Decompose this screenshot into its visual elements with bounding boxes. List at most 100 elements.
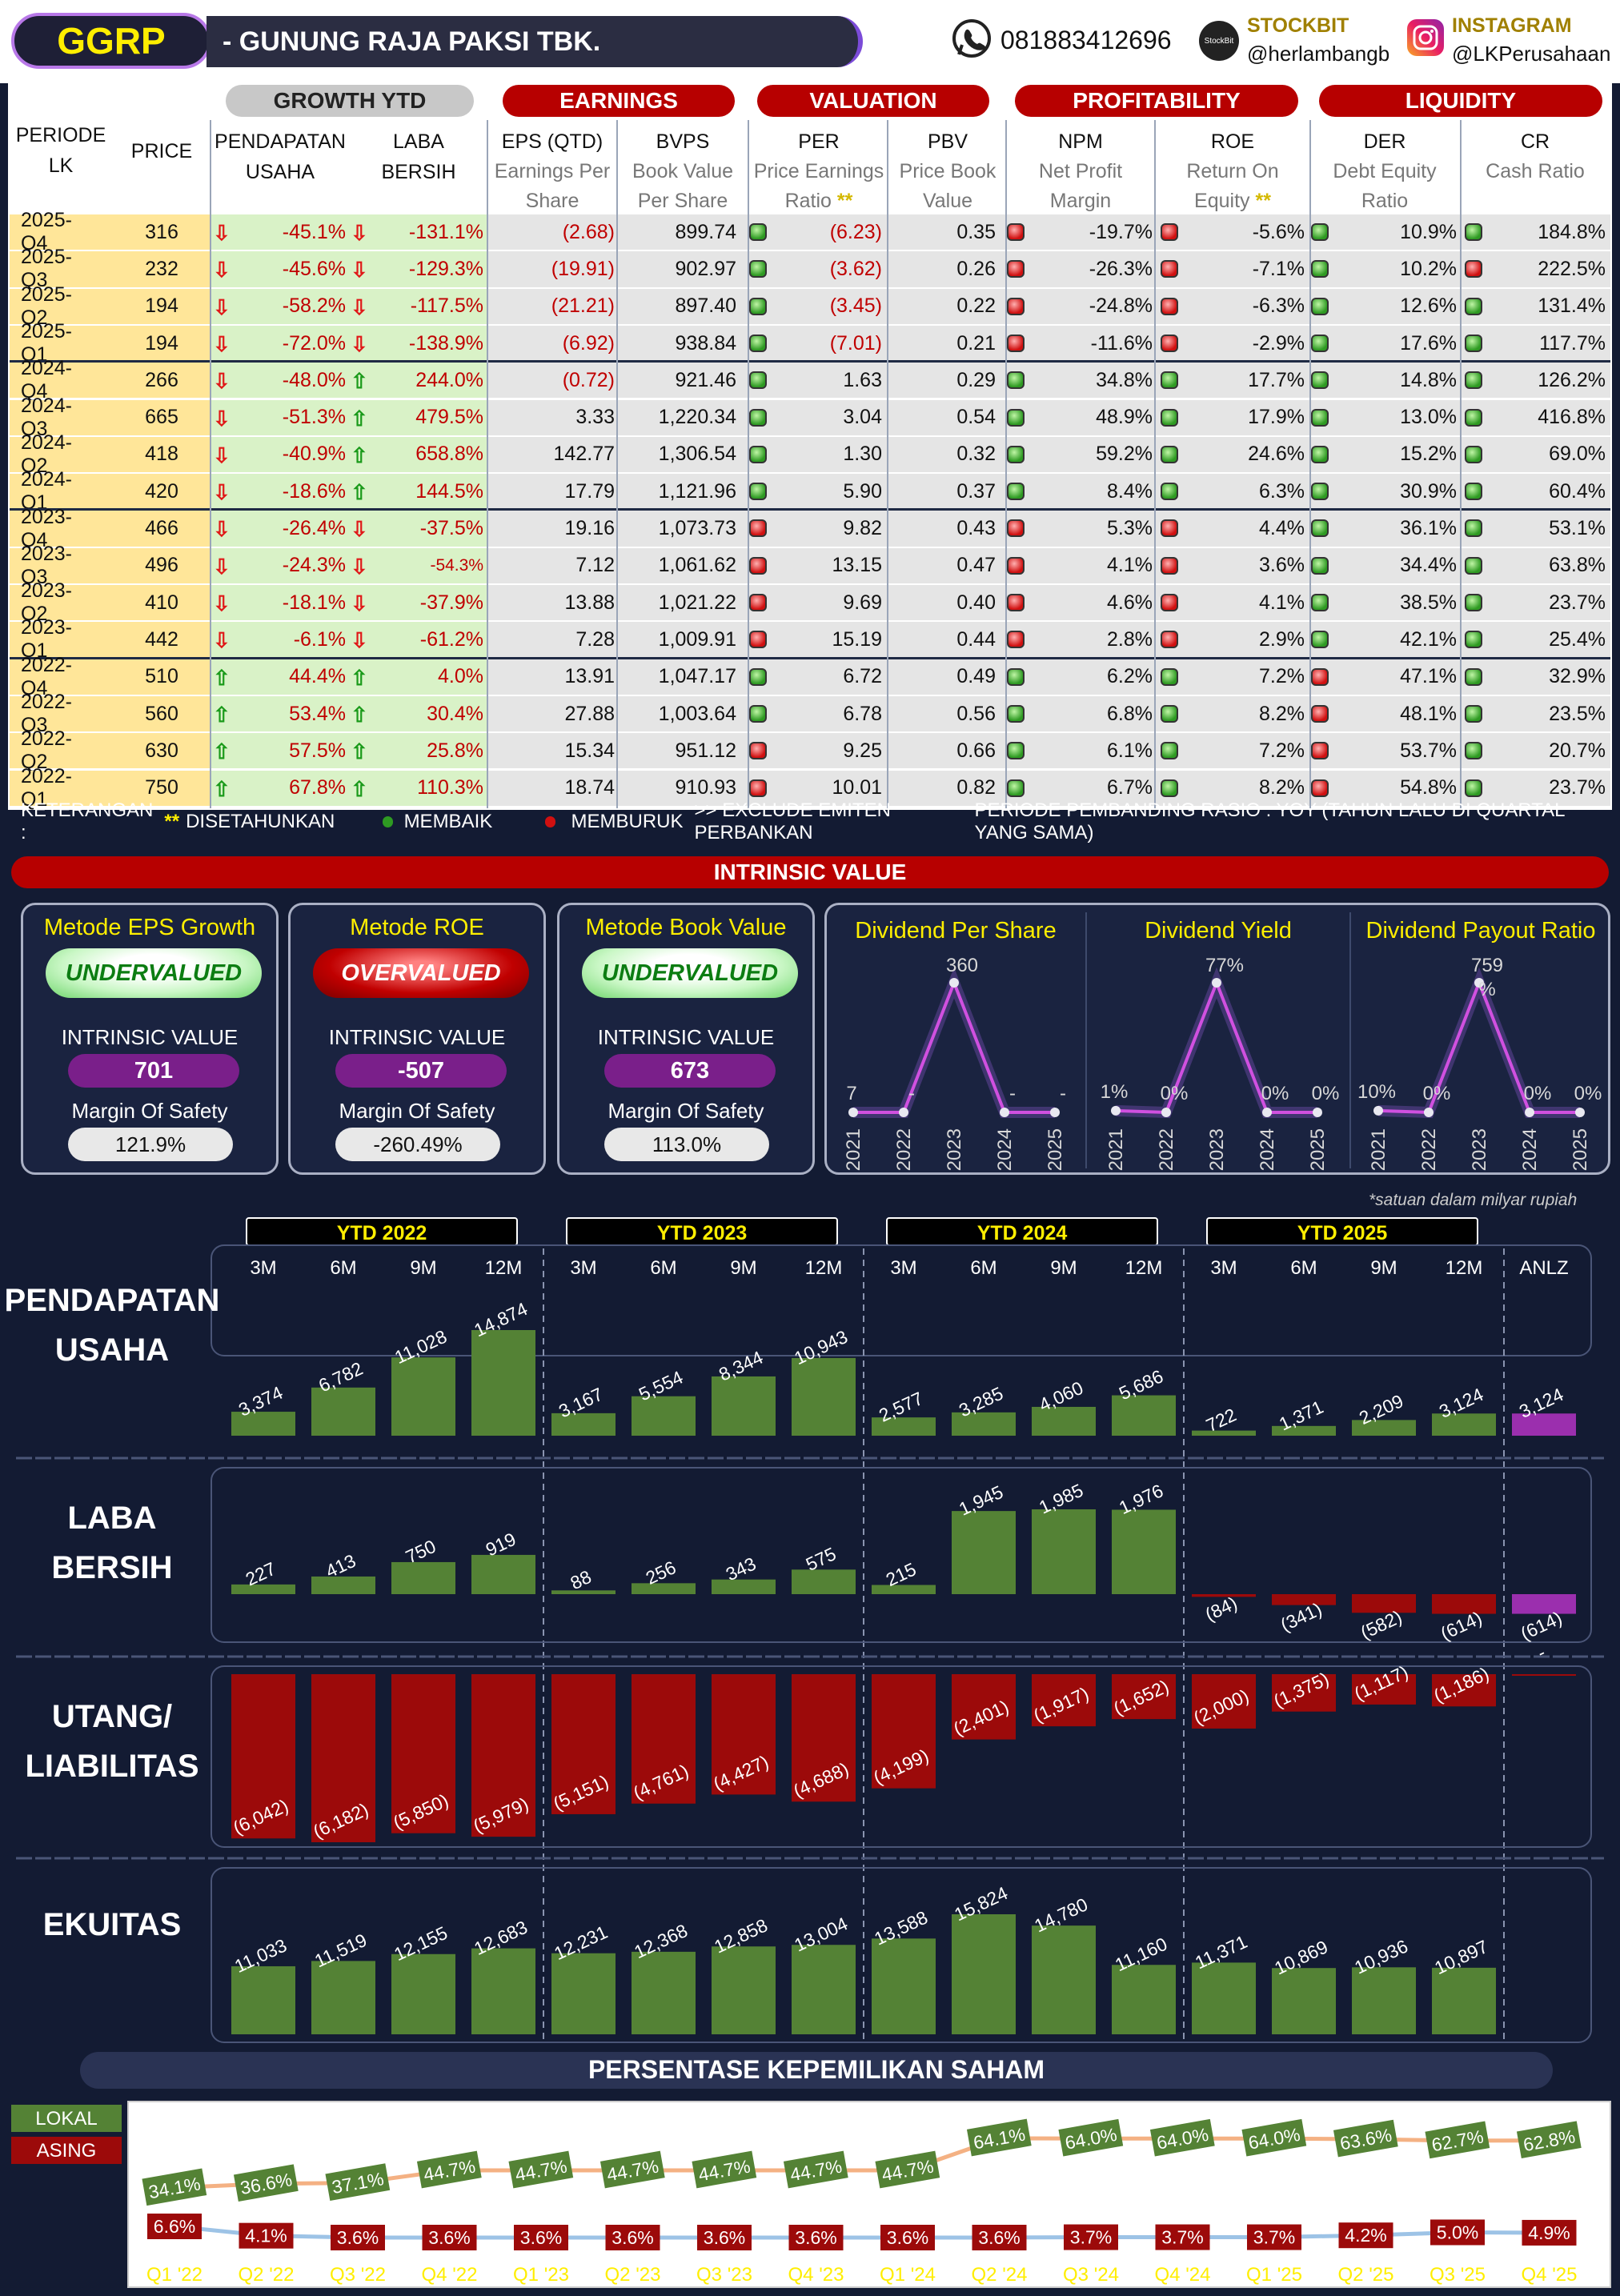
arrow-up-icon: ⇧ (351, 702, 368, 727)
revenue-growth-cell: -48.0% (282, 368, 346, 391)
quarter-label: Q3 '25 (1430, 2264, 1486, 2286)
lokal-data-box (783, 2150, 848, 2189)
asing-data-box (1338, 2222, 1393, 2249)
dividend-point (1050, 1108, 1060, 1117)
dividend-point (1161, 1108, 1171, 1117)
der-cell: 10.2% (1400, 257, 1457, 280)
cr-cell: 416.8% (1538, 406, 1606, 429)
price-cell: 316 (145, 220, 178, 243)
dividend-year-label: 2024 (994, 1128, 1016, 1171)
bar (1432, 1674, 1496, 1707)
status-good-icon (1007, 742, 1025, 760)
row-bg-period (10, 251, 210, 287)
bvps-cell: 1,003.64 (658, 702, 736, 725)
status-bad-icon (1007, 223, 1025, 241)
asing-line (174, 2224, 1550, 2240)
row-bg-ratios (488, 214, 1610, 250)
status-bad-icon (1161, 556, 1178, 575)
price-cell: 750 (145, 776, 178, 799)
dividend-data-label: 0% (1261, 1083, 1289, 1104)
der-cell: 17.6% (1400, 331, 1457, 355)
cr-cell: 23.5% (1549, 702, 1606, 725)
revenue-growth-cell: -72.0% (282, 331, 346, 355)
der-cell: 34.4% (1400, 554, 1457, 577)
npm-cell: -19.7% (1089, 220, 1153, 243)
status-good-icon (749, 483, 767, 501)
arrow-up-icon: ⇧ (213, 665, 231, 690)
pbv-cell: 0.21 (956, 331, 996, 355)
status-bad-icon (1161, 519, 1178, 538)
legend-stars: ** (164, 811, 180, 832)
status-good-icon (749, 408, 767, 427)
cr-cell: 117.7% (1539, 331, 1606, 355)
asing-data-label: 4.9% (1528, 2222, 1570, 2243)
company-name: - GUNUNG RAJA PAKSI TBK. (207, 16, 863, 67)
asing-data-box (1247, 2224, 1301, 2250)
bar (792, 1945, 856, 2034)
status-bad-icon (1161, 631, 1178, 649)
period-column-label: 9M (410, 1257, 436, 1279)
bar (1352, 1594, 1416, 1613)
roe-cell: 6.3% (1259, 479, 1305, 503)
arrow-up-icon: ⇧ (351, 665, 368, 690)
revenue-growth-cell: -24.3% (282, 554, 346, 577)
bar (471, 1948, 535, 2034)
bar (872, 1585, 936, 1594)
bar (872, 1938, 936, 2034)
bar (231, 1412, 295, 1436)
bar (1032, 1674, 1096, 1727)
stockbit-logo-icon: StockBit (1199, 21, 1239, 61)
bar (1112, 1674, 1176, 1720)
status-good-icon (1465, 519, 1482, 538)
dividend-year-label: 2025 (1045, 1128, 1066, 1171)
bar (632, 1583, 696, 1594)
lokal-data-box (325, 2163, 391, 2201)
arrow-up-icon: ⇧ (351, 739, 368, 764)
quarter-label: Q2 '24 (972, 2264, 1028, 2286)
period-cell: 2023-Q1 (21, 616, 72, 663)
der-cell: 38.5% (1400, 591, 1457, 614)
ownership-chart: PERSENTASE KEPEMILIKAN SAHAMLOKALASING34… (11, 2052, 1611, 2288)
row-bg-ratios (488, 436, 1610, 473)
dividend-data-label: - (1009, 1083, 1016, 1104)
revenue-growth-cell: -26.4% (282, 517, 346, 540)
bar (1272, 1674, 1336, 1712)
quarter-label: Q4 '22 (422, 2264, 478, 2286)
period-cell: 2023-Q4 (21, 505, 72, 551)
der-cell: 42.1% (1400, 627, 1457, 651)
der-cell: 14.8% (1400, 368, 1457, 391)
dividend-chart-title: Dividend Yield (1145, 918, 1292, 944)
asing-data-box (1522, 2219, 1577, 2246)
dividend-data-label: 0% (1161, 1083, 1189, 1104)
arrow-down-icon: ⇩ (213, 221, 231, 245)
arrow-down-icon: ⇩ (351, 628, 368, 653)
price-cell: 232 (145, 257, 178, 280)
asing-data-box (147, 2214, 202, 2239)
bar (1192, 1674, 1256, 1729)
col-pbv: PBV Price Book Value (899, 130, 996, 212)
roe-cell: -5.6% (1252, 220, 1305, 243)
netprofit-growth-cell: 144.5% (415, 479, 483, 503)
price-cell: 194 (145, 295, 178, 318)
per-cell: 5.90 (843, 479, 882, 503)
row-bg-growth (211, 474, 487, 510)
arrow-down-icon: ⇩ (213, 554, 231, 579)
status-good-icon (1311, 260, 1329, 278)
bar (952, 1511, 1016, 1594)
status-bad-icon (1161, 223, 1178, 241)
dividend-panel (824, 903, 1610, 1175)
status-bad-icon (749, 556, 767, 575)
dividend-year-label: 2022 (893, 1128, 915, 1171)
dividend-chart-title: Dividend Payout Ratio (1366, 918, 1596, 944)
dividend-year-label: 2022 (1156, 1128, 1177, 1171)
status-bad-icon (1007, 631, 1025, 649)
arrow-down-icon: ⇩ (351, 517, 368, 542)
quarter-label: Q4 '25 (1522, 2264, 1578, 2286)
bar (952, 1674, 1016, 1740)
period-cell: 2024-Q3 (21, 394, 72, 440)
row-bg-period (10, 585, 210, 621)
netprofit-growth-cell: -138.9% (408, 331, 483, 355)
lokal-data-box (508, 2150, 574, 2189)
iv-value: 701 (68, 1054, 239, 1088)
der-cell: 47.1% (1400, 665, 1457, 688)
